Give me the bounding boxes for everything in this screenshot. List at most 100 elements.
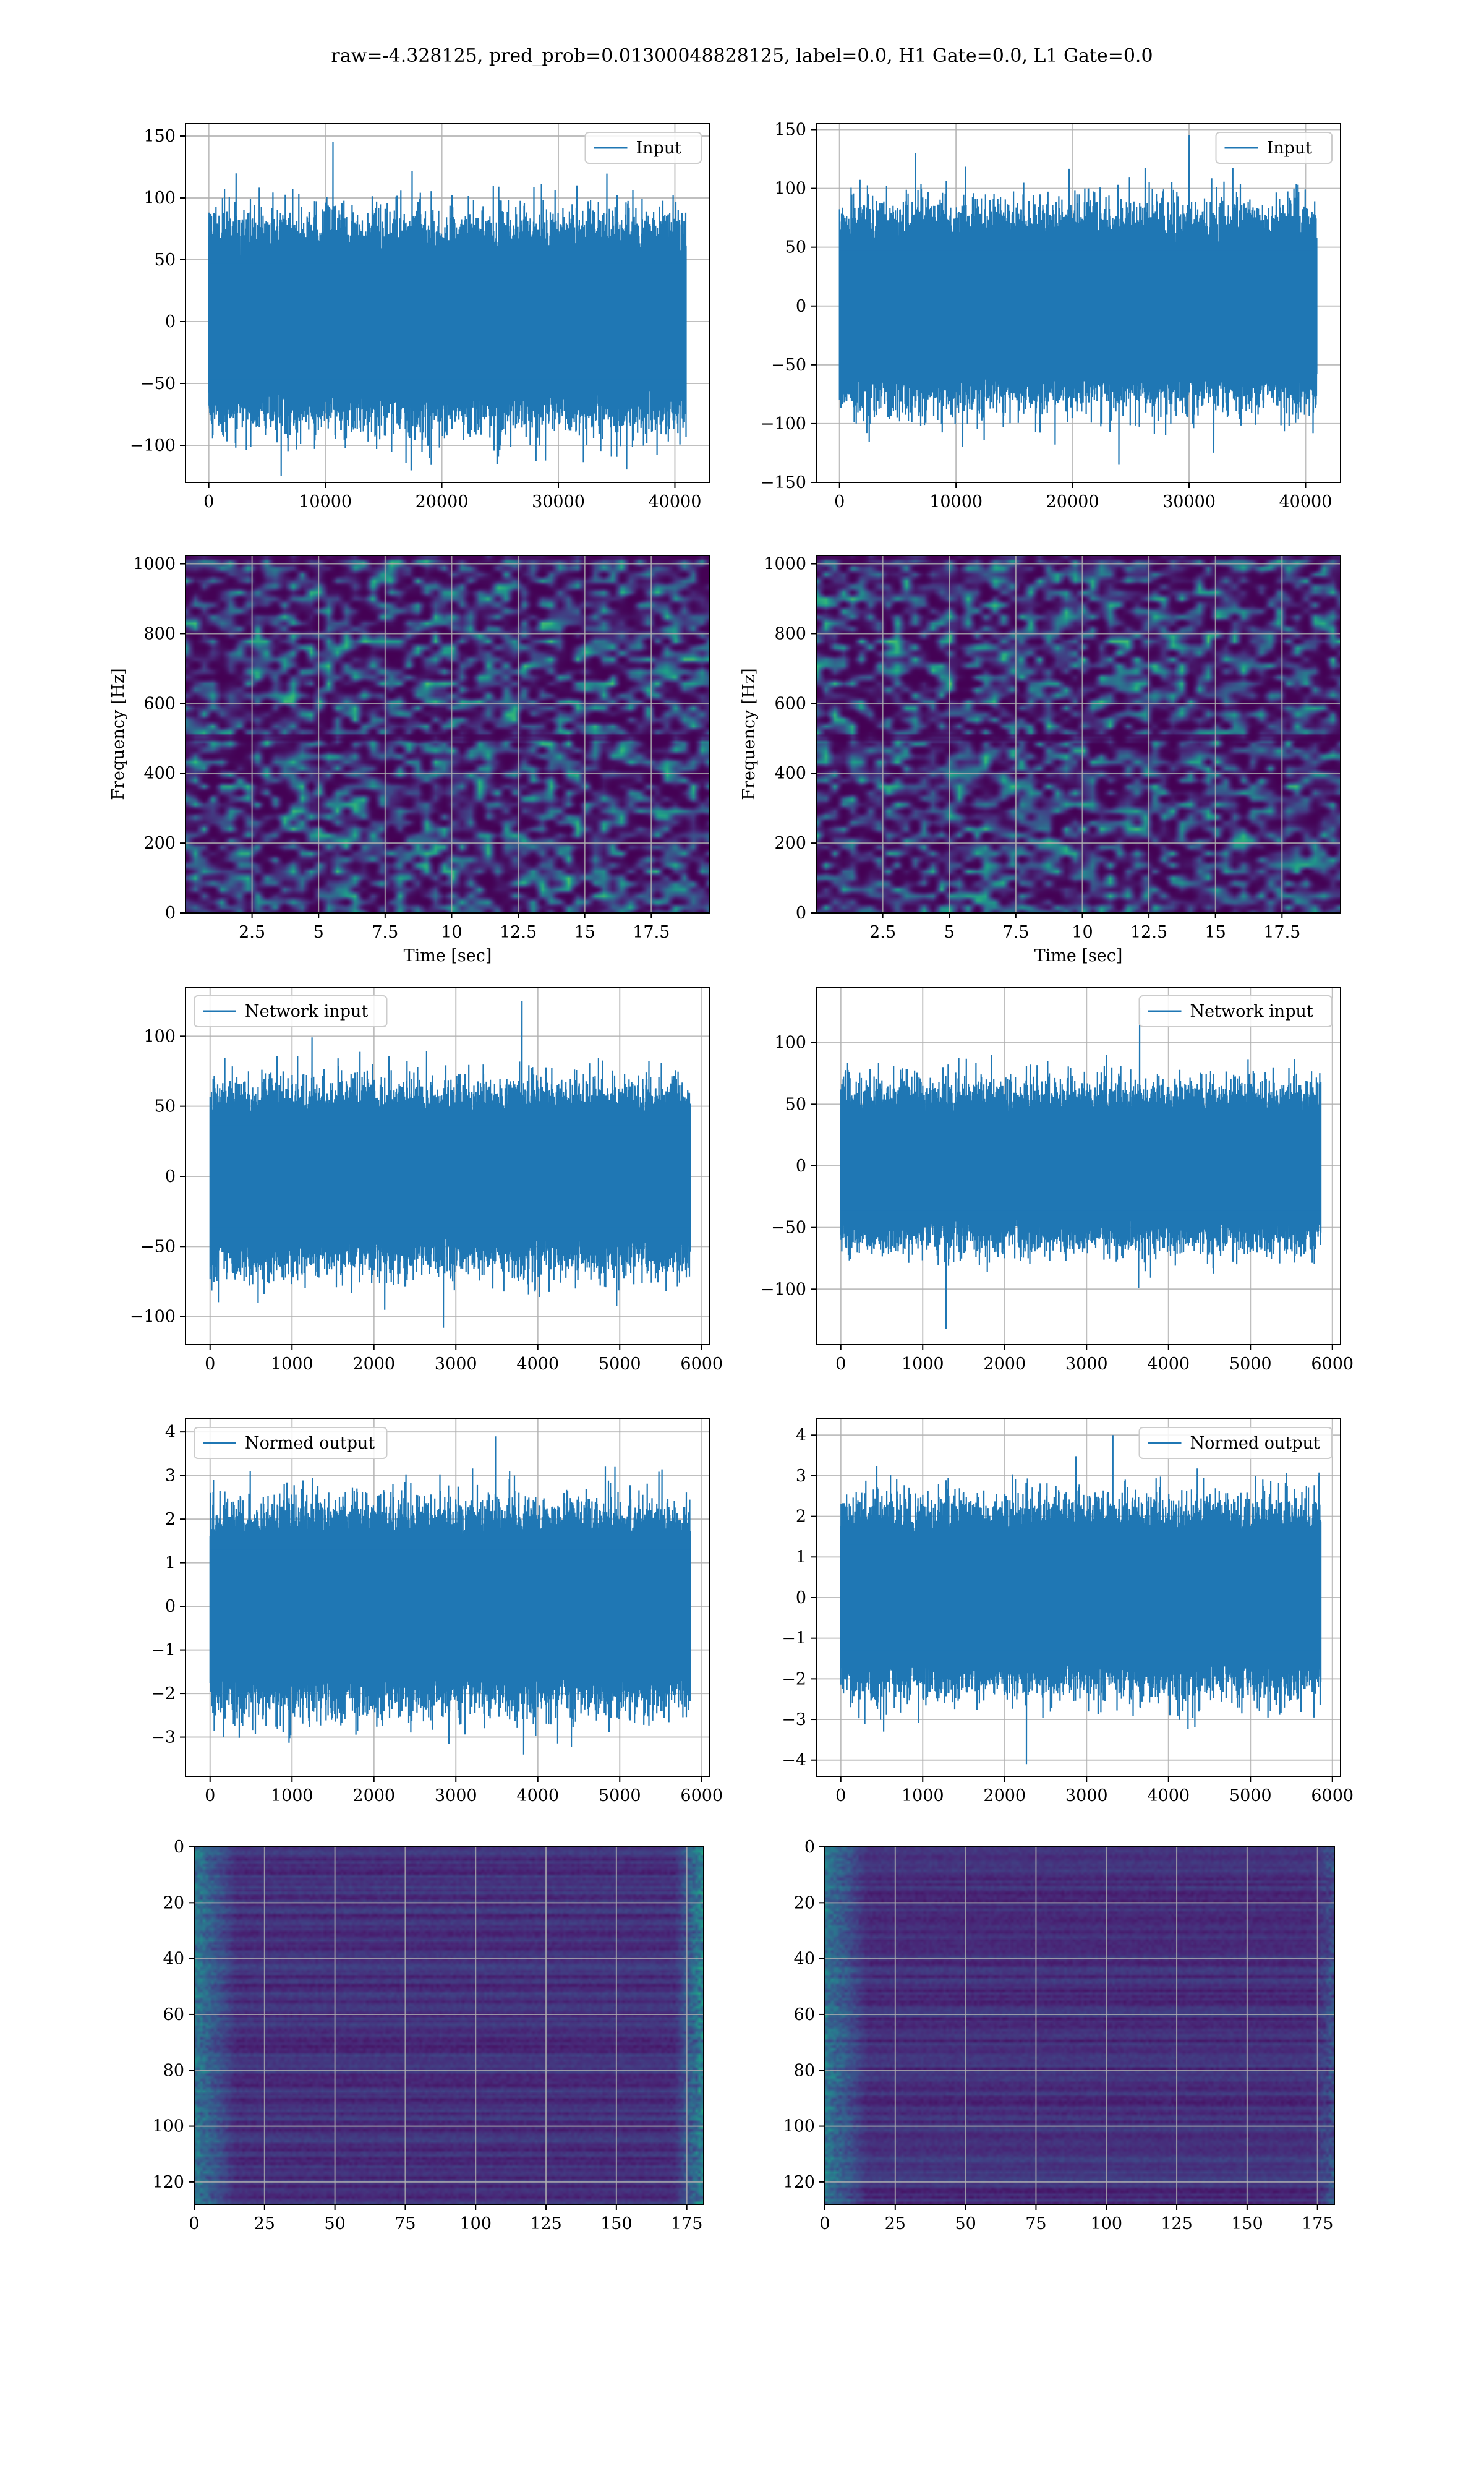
x-tick-label-3-3: 10 (1072, 923, 1093, 942)
y-tick-label-0-0: −100 (130, 436, 176, 455)
x-tick-label-5-1: 1000 (902, 1355, 944, 1374)
panel-1: 0 10000 20000 30000 40000 −150 −100 −50 0 50 100 15… (761, 121, 1341, 511)
x-tick-label-1-4: 40000 (1279, 492, 1333, 511)
axes-frame-4 (185, 987, 710, 1345)
y-tick-label-5-0: −100 (761, 1280, 806, 1299)
y-tick-label-4-1: −50 (140, 1237, 176, 1256)
y-tick-label-2-2: 400 (143, 764, 176, 783)
x-tick-label-1-1: 10000 (929, 492, 983, 511)
x-tick-label-0-4: 40000 (649, 492, 702, 511)
x-tick-label-4-4: 4000 (516, 1355, 559, 1374)
y-tick-label-8-6: 120 (152, 2173, 184, 2192)
x-tick-label-4-1: 1000 (271, 1355, 313, 1374)
y-tick-label-8-4: 80 (163, 2061, 184, 2080)
y-tick-label-9-1: 20 (794, 1893, 815, 1912)
y-tick-label-1-4: 50 (785, 238, 806, 257)
y-tick-label-3-4: 800 (774, 624, 806, 643)
x-tick-label-9-5: 125 (1161, 2214, 1193, 2233)
heatmap-image-8 (194, 1847, 704, 2204)
y-tick-label-0-3: 50 (155, 250, 176, 270)
legend-label-5: Network input (1190, 1002, 1313, 1021)
legend-6: Normed output (194, 1427, 388, 1459)
x-tick-label-8-6: 150 (600, 2214, 633, 2233)
y-tick-label-1-1: −100 (761, 414, 806, 434)
y-tick-label-1-3: 0 (796, 297, 806, 316)
legend-1: Input (1215, 132, 1333, 164)
y-tick-label-0-5: 150 (143, 127, 176, 146)
x-tick-label-4-3: 3000 (435, 1355, 477, 1374)
y-tick-label-7-6: 2 (796, 1507, 806, 1526)
x-tick-label-5-4: 4000 (1147, 1355, 1190, 1374)
y-tick-label-6-5: 2 (165, 1510, 176, 1529)
heatmap-image-3 (816, 555, 1341, 913)
x-tick-label-9-3: 75 (1025, 2214, 1046, 2233)
x-tick-label-5-5: 5000 (1229, 1355, 1272, 1374)
x-tick-label-5-3: 3000 (1065, 1355, 1108, 1374)
x-tick-label-4-2: 2000 (352, 1355, 395, 1374)
y-tick-label-6-6: 3 (165, 1466, 176, 1486)
y-tick-label-2-1: 200 (143, 834, 176, 853)
y-tick-label-8-1: 20 (163, 1893, 184, 1912)
y-tick-label-6-0: −3 (151, 1728, 176, 1747)
axes-frame-0 (185, 123, 710, 483)
axes-frame-2 (185, 555, 710, 914)
axes-frame-1 (816, 123, 1341, 483)
x-tick-label-3-6: 17.5 (1263, 923, 1300, 942)
x-tick-label-8-4: 100 (459, 2214, 492, 2233)
x-tick-label-7-4: 4000 (1147, 1786, 1190, 1805)
y-tick-label-6-3: 0 (165, 1597, 176, 1616)
x-tick-label-8-0: 0 (189, 2214, 199, 2233)
y-tick-label-5-1: −50 (771, 1218, 806, 1238)
x-tick-label-7-3: 3000 (1065, 1786, 1108, 1805)
series-core-5 (840, 1121, 1321, 1211)
x-tick-label-9-7: 175 (1302, 2214, 1334, 2233)
axes-frame-9 (824, 1846, 1335, 2205)
y-tick-label-3-3: 600 (774, 694, 806, 713)
y-tick-label-4-3: 50 (155, 1097, 176, 1116)
x-tick-label-6-1: 1000 (271, 1786, 313, 1805)
legend-label-4: Network input (245, 1002, 368, 1021)
series-core-7 (840, 1544, 1321, 1651)
y-tick-label-5-4: 100 (774, 1034, 806, 1053)
y-tick-label-1-5: 100 (774, 179, 806, 199)
x-axis-label-2: Time [sec] (404, 946, 492, 965)
x-tick-label-3-0: 2.5 (869, 923, 896, 942)
x-tick-label-6-4: 4000 (516, 1786, 559, 1805)
y-tick-label-7-0: −4 (782, 1751, 806, 1770)
panel-3: 2.5 5 7.5 10 12.5 15 17.5 0 200 400 600 800 1000 Time… (740, 555, 1341, 965)
x-tick-label-8-2: 50 (324, 2214, 345, 2233)
x-tick-label-4-0: 0 (205, 1355, 215, 1374)
x-tick-label-8-1: 25 (254, 2214, 275, 2233)
y-tick-label-2-0: 0 (165, 904, 176, 923)
x-tick-label-0-1: 10000 (299, 492, 352, 511)
y-tick-label-1-2: −50 (771, 356, 806, 375)
x-tick-label-6-3: 3000 (435, 1786, 477, 1805)
y-tick-label-0-4: 100 (143, 189, 176, 208)
legend-7: Normed output (1138, 1427, 1333, 1459)
y-tick-label-9-5: 100 (783, 2117, 815, 2136)
x-tick-label-7-0: 0 (835, 1786, 846, 1805)
series-core-4 (210, 1125, 691, 1228)
x-tick-label-5-6: 6000 (1311, 1355, 1354, 1374)
x-tick-label-2-6: 17.5 (633, 923, 670, 942)
x-tick-label-3-5: 15 (1205, 923, 1226, 942)
y-tick-label-9-3: 60 (794, 2005, 815, 2024)
y-tick-label-0-2: 0 (165, 312, 176, 332)
legend-frame-0 (584, 132, 702, 164)
y-tick-label-3-5: 1000 (764, 555, 806, 574)
y-tick-label-3-1: 200 (774, 834, 806, 853)
y-tick-label-8-0: 0 (174, 1838, 184, 1857)
panel-7: 0 1000 2000 3000 4000 5000 6000 −4 −3 −2 −1 0 1 2 3 4 No… (782, 1418, 1354, 1805)
x-tick-label-9-0: 0 (819, 2214, 830, 2233)
y-tick-label-2-4: 800 (143, 624, 176, 643)
y-tick-label-6-7: 4 (165, 1423, 176, 1442)
legend-label-0: Input (636, 139, 682, 158)
axes-frame-6 (185, 1418, 710, 1777)
x-tick-label-2-0: 2.5 (239, 923, 265, 942)
heatmap-image-2 (186, 555, 710, 913)
y-tick-label-3-0: 0 (796, 904, 806, 923)
x-tick-label-2-1: 5 (313, 923, 324, 942)
y-tick-label-9-0: 0 (804, 1838, 815, 1857)
x-tick-label-3-4: 12.5 (1130, 923, 1167, 942)
